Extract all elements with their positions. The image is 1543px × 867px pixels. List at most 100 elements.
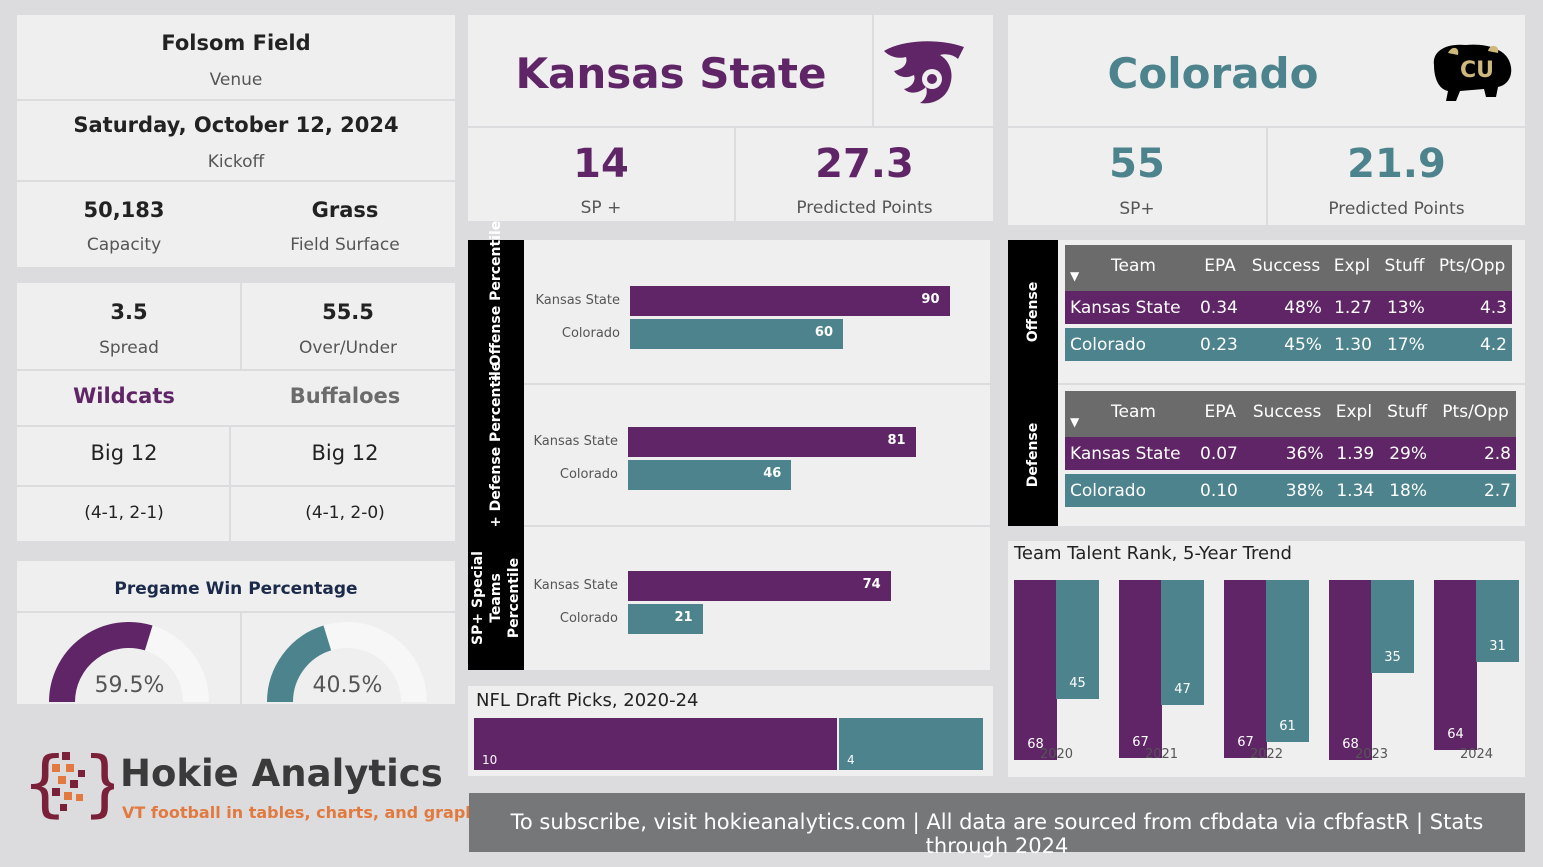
talent-bar-value: 31 [1489,639,1506,655]
table-header[interactable]: Success [1245,391,1329,437]
ksu-header-card: Kansas State 14 SP + 27.3 Predicted Poin… [468,15,993,221]
talent-bar-value: 64 [1447,726,1464,742]
percentile-bar: 90 [630,286,950,316]
ksu-win-gauge-fill [49,622,153,702]
table-header[interactable]: Pts/Opp [1432,245,1512,291]
cu-pred-value: 21.9 [1347,141,1446,187]
ksu-pred-value: 27.3 [815,141,914,187]
table-cell: 1.34 [1328,474,1380,507]
cu-sp-value: 55 [1109,141,1165,187]
percentile-bar: 81 [628,427,916,457]
table-cell: 48% [1245,291,1327,324]
talent-bar: 67 [1119,580,1162,758]
svg-text:{: { [22,744,68,825]
sort-arrow-icon[interactable]: ▼ [1070,269,1080,283]
spread-value: 3.5 [110,300,148,324]
ksu-mascot: Wildcats [73,384,175,408]
table-cell: 45% [1245,328,1327,361]
table-header[interactable]: Success [1245,245,1327,291]
venue-card: Folsom Field Venue Saturday, October 12,… [17,15,455,267]
ksu-sp-value: 14 [573,141,629,187]
table-header[interactable]: Team ▼ [1065,391,1195,437]
table-cell: 4.3 [1432,291,1512,324]
table-header[interactable]: Team ▼ [1065,245,1195,291]
percentile-bar-label: Kansas State [533,434,618,449]
kickoff-label: Kickoff [207,152,265,172]
cu-logo-icon: CU [1426,35,1516,115]
talent-bar: 68 [1329,580,1372,761]
talent-bar-value: 45 [1069,676,1086,692]
talent-bar: 68 [1014,580,1057,761]
percentile-bar: 21 [628,604,703,634]
talent-bar-value: 68 [1027,737,1044,753]
talent-bar-value: 47 [1174,681,1191,697]
table-cell: Kansas State [1065,437,1195,470]
spread-label: Spread [99,338,159,358]
talent-year-label: 2024 [1459,747,1494,762]
offense-percentile-label: SP+ Offense Percentile [468,221,524,403]
table-header[interactable]: EPA [1195,245,1245,291]
ksu-pred-label: Predicted Points [796,198,933,218]
sort-arrow-icon[interactable]: ▼ [1070,415,1080,429]
percentile-bar-value: 60 [814,325,833,340]
percentile-bar-label: Colorado [559,611,618,626]
venue-name: Folsom Field [161,31,311,55]
brand-name: Hokie Analytics [120,752,443,795]
talent-bar-value: 67 [1237,734,1254,750]
talent-year-label: 2023 [1354,747,1389,762]
talent-bar: 31 [1476,580,1519,663]
capacity-value: 50,183 [83,198,165,222]
talent-title: Team Talent Rank, 5-Year Trend [1014,543,1292,564]
percentile-bar-label: Colorado [559,467,618,482]
table-header[interactable]: Expl [1326,245,1377,291]
table-cell: 0.07 [1195,437,1246,470]
table-header[interactable]: EPA [1195,391,1246,437]
percentile-bar: 46 [628,460,792,490]
talent-bar: 61 [1266,580,1309,742]
percentile-chart-card: SP+ Offense Percentile SP+ Defense Perce… [468,221,990,670]
stats-card: Offense Defense Team ▼ EPA Success Expl Stuff… [1008,240,1525,526]
table-cell: 1.27 [1326,291,1377,324]
ksu-conference: Big 12 [90,441,158,465]
offense-section-label: Offense [1008,240,1058,384]
table-cell: 2.7 [1435,474,1516,507]
cu-header-card: Colorado CU 55 SP+ 21.9 Predicted Points [1008,15,1525,225]
special-teams-percentile-label: SP+ Special Teams Percentile [468,526,524,670]
table-header[interactable]: Expl [1328,391,1380,437]
talent-bar: 45 [1056,580,1099,700]
table-header[interactable]: Pts/Opp [1435,391,1516,437]
talent-bar: 67 [1224,580,1267,758]
table-cell: Colorado [1065,474,1195,507]
ksu-win-gauge [49,622,209,702]
talent-year-label: 2022 [1249,747,1284,762]
table-cell: Kansas State [1065,291,1195,324]
table-header[interactable]: Stuff [1376,245,1433,291]
defense-table: Team ▼ EPA Success Expl Stuff Pts/Opp Kansas St… [1065,391,1516,507]
percentile-bar-label: Kansas State [533,578,618,593]
venue-label: Venue [209,70,263,90]
defense-section-label: Defense [1008,384,1058,526]
table-cell: 1.30 [1326,328,1377,361]
table-cell: 38% [1245,474,1329,507]
game-date: Saturday, October 12, 2024 [73,113,399,137]
talent-bar-value: 67 [1132,734,1149,750]
talent-bar: 64 [1434,580,1477,750]
over-under-label: Over/Under [298,338,398,358]
draft-bar: 10 [474,718,837,770]
win-pct-card: Pregame Win Percentage 59.5% 40.5% [17,561,455,704]
table-cell: 0.10 [1195,474,1246,507]
svg-text:}: } [82,744,114,825]
capacity-label: Capacity [86,235,162,255]
table-row: Colorado 0.10 38% 1.34 18% 2.7 [1065,474,1516,507]
table-cell: 18% [1379,474,1436,507]
draft-title: NFL Draft Picks, 2020-24 [476,690,699,711]
table-cell: 17% [1376,328,1433,361]
cu-mascot: Buffaloes [289,384,401,408]
cu-win-gauge [267,622,427,702]
table-header[interactable]: Stuff [1379,391,1436,437]
percentile-bar-value: 21 [674,610,693,625]
brand-tagline: VT football in tables, charts, and graph… [122,803,487,822]
table-cell: 0.34 [1195,291,1245,324]
surface-value: Grass [311,198,379,222]
cu-team-name: Colorado [1107,49,1319,98]
